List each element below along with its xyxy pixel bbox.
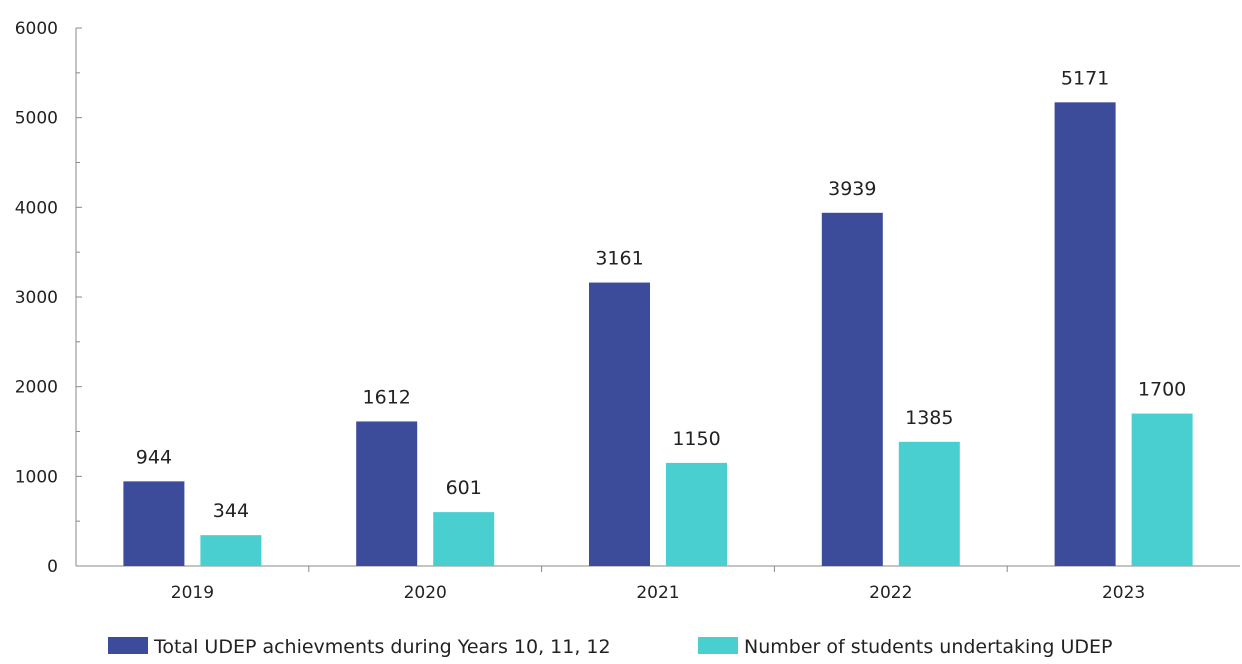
legend-swatch (698, 637, 738, 654)
y-tick-label: 4000 (15, 198, 58, 218)
legend-swatch (108, 637, 148, 654)
data-label: 5171 (1061, 67, 1109, 89)
legend-label: Total UDEP achievments during Years 10, … (153, 636, 611, 658)
data-label: 1612 (363, 386, 411, 408)
bar-students-2023 (1131, 413, 1193, 566)
data-label: 1385 (905, 407, 953, 429)
data-label: 601 (446, 477, 482, 499)
y-tick-label: 6000 (15, 19, 58, 39)
y-tick-label: 0 (47, 557, 58, 577)
x-tick-label: 2020 (404, 583, 447, 603)
bar-total-achievements-2019 (123, 481, 185, 566)
x-tick-label: 2023 (1102, 583, 1145, 603)
data-label: 1700 (1138, 379, 1186, 401)
x-tick-label: 2021 (636, 583, 679, 603)
data-label: 344 (213, 500, 249, 522)
data-label: 3161 (595, 248, 643, 270)
y-tick-label: 5000 (15, 109, 58, 129)
legend-label: Number of students undertaking UDEP (744, 636, 1112, 658)
y-tick-label: 3000 (15, 288, 58, 308)
bar-total-achievements-2020 (356, 421, 418, 566)
data-label: 3939 (828, 178, 876, 200)
bar-total-achievements-2022 (821, 212, 883, 567)
bar-students-2022 (898, 441, 960, 566)
bar-total-achievements-2023 (1054, 102, 1116, 566)
data-label: 1150 (672, 428, 720, 450)
bar-students-2019 (200, 535, 262, 566)
bar-students-2020 (433, 512, 495, 566)
bar-total-achievements-2021 (589, 282, 650, 566)
data-label: 944 (136, 446, 172, 468)
x-tick-label: 2019 (171, 583, 214, 603)
y-tick-label: 2000 (15, 378, 58, 398)
y-tick-label: 1000 (15, 467, 58, 487)
x-tick-label: 2022 (869, 583, 912, 603)
bar-students-2021 (666, 462, 727, 566)
